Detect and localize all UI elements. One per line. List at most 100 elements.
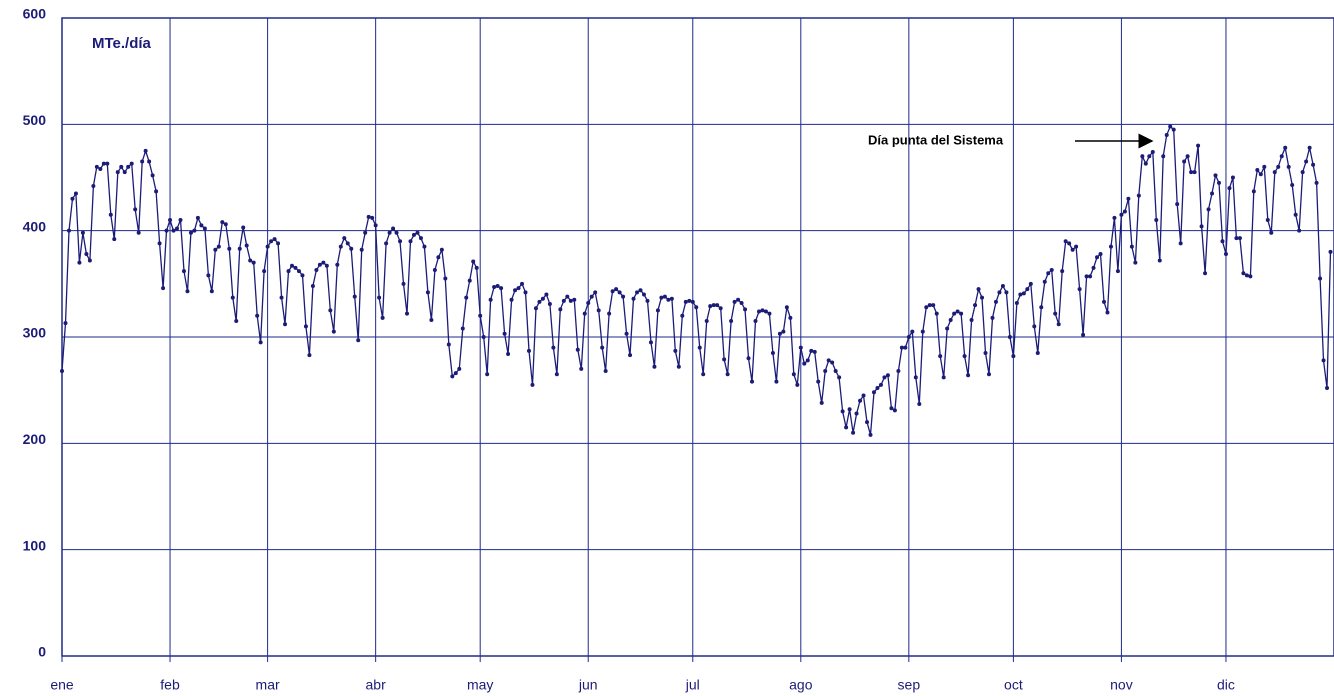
data-point [579,366,584,371]
data-point [760,308,765,313]
data-point [279,295,284,300]
data-point [1234,236,1239,241]
data-point [1039,305,1044,310]
data-point [847,407,852,412]
data-point [948,317,953,322]
data-point [370,215,375,220]
data-point [1269,230,1274,235]
data-point [628,353,633,358]
data-point [241,225,246,230]
x-tick-label: dic [1217,677,1235,693]
y-tick-label: 500 [23,112,47,128]
data-point [1154,218,1159,223]
data-point [1328,249,1333,254]
data-point [446,342,451,347]
data-point [952,311,957,316]
data-point [763,309,768,314]
data-point [108,212,113,217]
data-point [1115,269,1120,274]
data-point [889,406,894,411]
data-point [812,349,817,354]
data-point [87,258,92,263]
data-point [300,273,305,278]
data-point [676,364,681,369]
data-point [411,232,416,237]
data-point [610,289,615,294]
data-point [899,345,904,350]
data-point [66,228,71,233]
data-point [398,239,403,244]
plot: 0 100 200 300 400 500 600 ene feb mar abr may jun jul… [23,6,1334,693]
data-point [384,241,389,246]
data-point [687,298,692,303]
data-point [234,319,239,324]
data-point [1014,300,1019,305]
data-point [324,263,329,268]
data-point [1053,311,1058,316]
data-point [551,345,556,350]
data-point [648,340,653,345]
data-point [833,369,838,374]
data-point [1196,143,1201,148]
data-point [126,164,131,169]
data-point [1122,209,1127,214]
data-point [181,269,186,274]
data-point [917,401,922,406]
data-point [791,372,796,377]
data-point [314,268,319,273]
data-point [70,196,75,201]
data-point [1157,258,1162,263]
data-point [251,260,256,265]
data-point [795,382,800,387]
data-point [1311,162,1316,167]
data-point [425,290,430,295]
data-point [1004,290,1009,295]
data-point [1164,132,1169,137]
x-tick-label: ago [789,677,813,693]
data-point [502,331,507,336]
data-point [401,281,406,286]
data-point [345,241,350,246]
data-point [432,268,437,273]
data-point [161,286,166,291]
plot-frame [61,17,1334,657]
data-point [391,226,396,231]
data-point [481,335,486,339]
data-point [63,321,68,326]
data-point [603,369,608,374]
data-point [966,373,971,378]
data-point [586,300,591,305]
data-point [621,294,626,299]
data-point [669,296,674,301]
data-point [195,215,200,220]
x-tick-label: jul [685,677,700,693]
data-point [1112,215,1117,220]
data-point [310,283,315,288]
data-point [269,239,274,244]
data-point [1279,154,1284,159]
data-point [582,311,587,316]
data-point [1314,180,1319,185]
data-point [736,297,741,302]
data-point [77,260,82,265]
data-point [614,287,619,292]
data-point [1300,170,1305,175]
data-point [147,159,152,164]
data-point [1056,322,1061,327]
data-point [178,218,183,223]
data-point [662,294,667,299]
data-point [227,246,232,251]
x-tick-label: sep [898,677,921,693]
data-point [980,295,985,300]
data-point [185,289,190,294]
data-point [1136,193,1141,198]
data-point [725,372,730,377]
data-point [781,329,786,334]
data-point [506,352,511,357]
y-tick-label: 600 [23,6,47,22]
data-point [969,317,974,322]
data-point [767,311,772,316]
data-point [73,191,78,196]
